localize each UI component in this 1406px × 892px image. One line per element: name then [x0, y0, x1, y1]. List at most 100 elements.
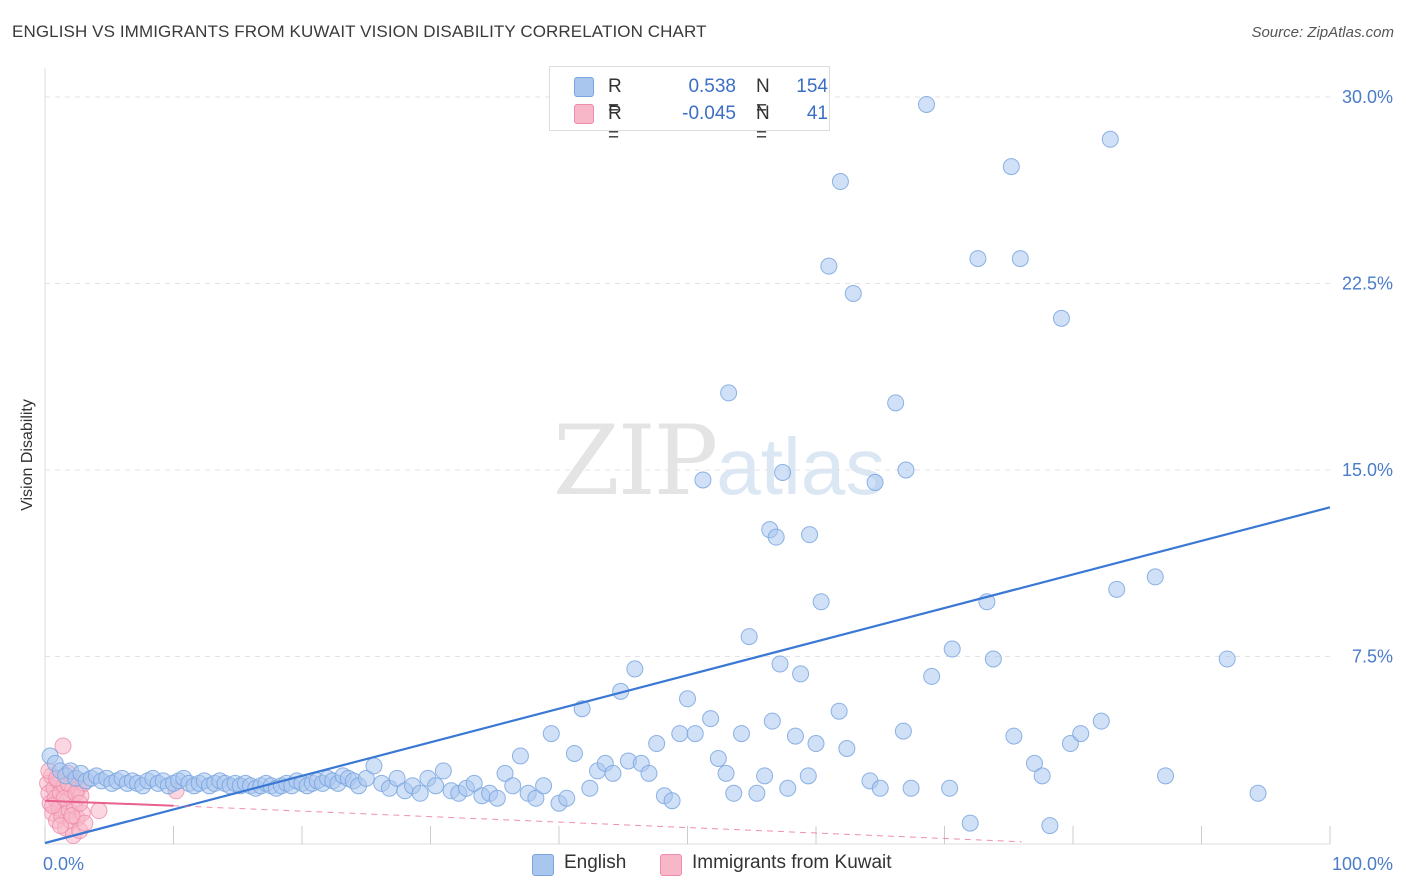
english-point [709, 749, 727, 767]
english-point [702, 710, 720, 728]
source-credit: Source: ZipAtlas.com [1251, 24, 1394, 41]
english-point [488, 789, 506, 807]
kuwait-legend-swatch [660, 854, 682, 876]
english-point [871, 779, 889, 797]
kuwait-trend-line [44, 799, 174, 807]
english-point [717, 764, 735, 782]
x-tick-label: 100.0% [1332, 854, 1393, 874]
english-point [357, 769, 375, 787]
y-tick-label: 15.0% [1342, 460, 1393, 480]
english-point [694, 471, 712, 489]
english-point [1033, 767, 1051, 785]
legend-english-n-value: 154 [796, 76, 828, 97]
english-point [465, 774, 483, 792]
english-point [388, 769, 406, 787]
kuwait-point [76, 814, 94, 832]
english-point [496, 764, 514, 782]
english-point [1108, 580, 1126, 598]
english-point [1011, 250, 1029, 268]
english-legend-label: English [564, 852, 627, 873]
kuwait-point [63, 807, 81, 825]
english-point [902, 779, 920, 797]
english-point [763, 712, 781, 730]
series-legend: English Immigrants from Kuwait [0, 852, 1406, 878]
english-point [581, 779, 599, 797]
english-point [1005, 727, 1023, 745]
legend-english-r-label: R = [608, 76, 622, 119]
trend-lines [44, 506, 1331, 845]
y-tick-label: 30.0% [1342, 87, 1393, 107]
english-point [720, 384, 738, 402]
english-point [887, 394, 905, 412]
legend-kuwait-n-value: 41 [806, 103, 828, 124]
english-point [640, 764, 658, 782]
grid [45, 96, 1330, 657]
english-point [786, 727, 804, 745]
english-point [1146, 568, 1164, 586]
english-point [1218, 650, 1236, 668]
english-legend-swatch [532, 854, 554, 876]
english-point [1061, 735, 1079, 753]
english-point [812, 593, 830, 611]
english-point [866, 473, 884, 491]
english-point [1072, 725, 1090, 743]
english-point [1092, 712, 1110, 730]
english-point [679, 690, 696, 708]
english-point [894, 722, 912, 740]
legend-english-r-value: 0.538 [688, 76, 736, 97]
chart-title: ENGLISH VS IMMIGRANTS FROM KUWAIT VISION… [12, 22, 707, 41]
english-point [838, 740, 856, 758]
english-point [365, 757, 383, 775]
english-point [1002, 158, 1020, 176]
english-swatch [574, 77, 594, 97]
english-point [756, 767, 774, 785]
english-point [943, 640, 961, 658]
english-point [779, 779, 797, 797]
english-point [820, 257, 838, 275]
english-point [427, 777, 445, 795]
x-tick-label: 0.0% [43, 854, 84, 874]
english-point [626, 660, 644, 678]
english-point [1052, 309, 1070, 327]
english-point [831, 173, 849, 191]
y-tick-label: 22.5% [1342, 274, 1393, 294]
english-point [542, 725, 560, 743]
english-point [663, 792, 681, 810]
english-point [725, 784, 743, 802]
english-points [41, 95, 1267, 835]
english-point [774, 463, 792, 481]
english-point [434, 762, 452, 780]
english-point [686, 725, 704, 743]
english-point [771, 655, 789, 673]
kuwait-point [90, 802, 108, 820]
english-point [1025, 754, 1043, 772]
watermark: ZIPatlas [553, 405, 885, 517]
english-point [801, 526, 819, 544]
kuwait-point [51, 817, 69, 835]
watermark-atlas: atlas [716, 422, 886, 511]
kuwait-legend-label: Immigrants from Kuwait [692, 852, 892, 873]
english-point [1249, 784, 1267, 802]
watermark-zip: ZIP [553, 405, 718, 517]
english-point [648, 735, 666, 753]
english-point [604, 764, 622, 782]
english-point [535, 777, 553, 795]
legend-english-n-label: N = [756, 76, 770, 119]
english-trend-line [44, 506, 1331, 845]
english-point [671, 725, 689, 743]
english-point [984, 650, 1002, 668]
english-point [558, 789, 576, 807]
english-point [1157, 767, 1175, 785]
english-point [918, 95, 936, 113]
legend-kuwait-r-value: -0.045 [682, 103, 736, 124]
english-point [923, 667, 941, 685]
english-point [504, 777, 522, 795]
english-point [511, 747, 529, 765]
axes [44, 68, 1331, 845]
english-point [830, 702, 848, 720]
english-point [748, 784, 766, 802]
english-point [844, 284, 862, 302]
legend-kuwait-r-label: R = [608, 103, 622, 146]
english-point [961, 814, 979, 832]
